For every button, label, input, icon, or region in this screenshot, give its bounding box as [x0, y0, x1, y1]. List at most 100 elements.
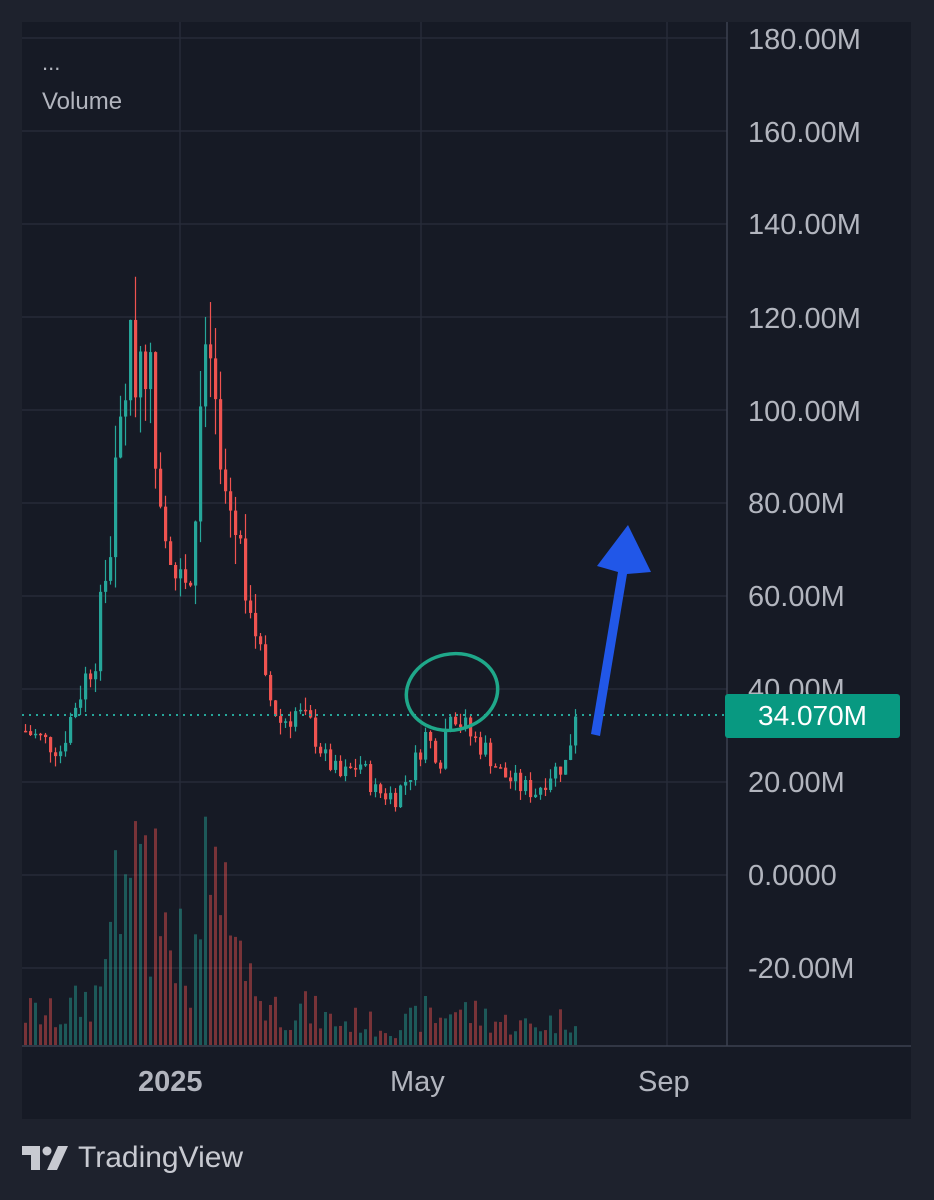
volume-bar — [309, 1023, 312, 1045]
volume-bar — [49, 998, 52, 1045]
volume-bar — [574, 1026, 577, 1045]
volume-bar — [529, 1023, 532, 1045]
volume-bar — [219, 915, 222, 1045]
volume-bar — [374, 1036, 377, 1045]
volume-bar — [554, 1033, 557, 1045]
candle-body — [164, 506, 168, 542]
volume-bar — [34, 1002, 37, 1045]
volume-bar — [254, 996, 257, 1045]
candle-body — [114, 457, 118, 558]
candle-body — [194, 521, 198, 586]
candle-body — [569, 745, 573, 760]
candle-body — [359, 764, 363, 770]
volume-bar — [384, 1033, 387, 1045]
volume-bar — [169, 950, 172, 1045]
candle-body — [384, 793, 388, 800]
volume-bar — [224, 862, 227, 1045]
candle-body — [459, 724, 463, 728]
candle-body — [154, 352, 158, 469]
candle-body — [204, 344, 208, 407]
candle-body — [134, 319, 138, 398]
volume-bar — [129, 877, 132, 1045]
volume-bar — [124, 874, 127, 1045]
candle-body — [174, 564, 178, 579]
volume-bar — [194, 934, 197, 1045]
candle-body — [379, 784, 383, 794]
volume-bar — [369, 1011, 372, 1045]
volume-bar — [514, 1031, 517, 1045]
volume-bar — [104, 959, 107, 1045]
candle-body — [344, 766, 348, 777]
candle-body — [54, 752, 58, 757]
volume-bar — [209, 894, 212, 1045]
candle-body — [79, 699, 83, 708]
volume-bar — [444, 1018, 447, 1045]
volume-bar — [284, 1030, 287, 1045]
volume-bar — [359, 1032, 362, 1045]
candle-body — [429, 732, 433, 741]
volume-bar — [144, 835, 147, 1045]
candle-body — [504, 767, 508, 778]
volume-bar — [199, 939, 202, 1045]
candle-body — [229, 491, 233, 511]
candle-body — [39, 733, 43, 736]
candle-body — [559, 766, 563, 775]
y-tick-label: 160.00M — [748, 117, 861, 149]
footer-branding[interactable]: TradingView — [22, 1138, 243, 1178]
candle-body — [334, 760, 338, 770]
candle-body — [189, 582, 193, 586]
candle-body — [549, 778, 553, 790]
volume-bar — [164, 912, 167, 1045]
candle-body — [554, 766, 558, 779]
candle-body — [224, 469, 228, 492]
volume-bar — [264, 1020, 267, 1045]
volume-bar — [159, 936, 162, 1045]
volume-bar — [89, 1021, 92, 1045]
candle-body — [339, 760, 343, 777]
candle-body — [309, 710, 313, 718]
candle-body — [94, 671, 98, 680]
legend-menu-dots[interactable]: ... — [42, 50, 61, 75]
candle-body — [499, 767, 503, 769]
volume-bar — [109, 921, 112, 1045]
volume-bar — [184, 985, 187, 1045]
volume-bar — [344, 1021, 347, 1045]
candle-body — [419, 752, 423, 760]
volume-bar — [69, 997, 72, 1045]
candle-body — [294, 711, 298, 727]
candle-body — [474, 736, 478, 738]
volume-bar — [504, 1014, 507, 1045]
x-tick-label: Sep — [638, 1066, 690, 1098]
candle-body — [119, 416, 123, 458]
candle-body — [439, 762, 443, 769]
candle-body — [34, 733, 38, 736]
volume-bar — [119, 934, 122, 1045]
volume-bar — [404, 1013, 407, 1045]
volume-bar — [44, 1015, 47, 1045]
candle-body — [534, 794, 538, 798]
candle-body — [349, 766, 353, 769]
volume-bar — [94, 985, 97, 1045]
candle-body — [29, 731, 33, 736]
volume-bar — [489, 1032, 492, 1045]
volume-bar — [324, 1011, 327, 1045]
candle-body — [144, 351, 148, 390]
volume-bar — [64, 1023, 67, 1045]
volume-bar — [24, 1022, 27, 1045]
volume-bar — [74, 985, 77, 1045]
volume-bar — [534, 1027, 537, 1045]
candle-body — [389, 792, 393, 800]
volume-bar — [189, 1007, 192, 1045]
candle-body — [249, 600, 253, 613]
candle-body — [159, 468, 163, 507]
candle-body — [279, 716, 283, 723]
chart-panel[interactable] — [22, 22, 911, 1119]
volume-bar — [304, 991, 307, 1045]
volume-bar — [354, 1007, 357, 1045]
y-tick-label: 120.00M — [748, 303, 861, 335]
candle-body — [299, 709, 303, 712]
volume-bar — [509, 1034, 512, 1045]
candle-body — [509, 777, 513, 782]
y-tick-label: 80.00M — [748, 488, 845, 520]
